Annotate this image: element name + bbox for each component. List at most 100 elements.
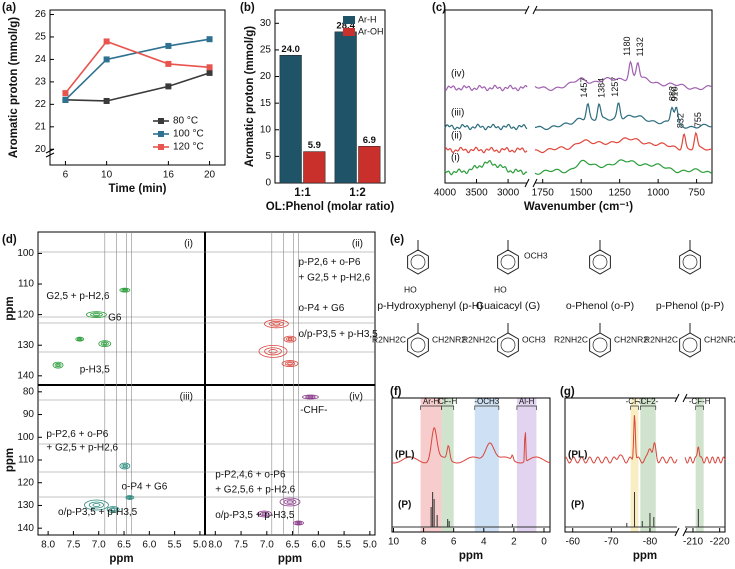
contour [268, 349, 278, 354]
x-tick-label: 4 [481, 537, 487, 548]
point [103, 38, 110, 45]
contour [307, 395, 314, 398]
annotation: p-H3,5 [80, 364, 110, 375]
y-tick-label: 23 [35, 77, 47, 88]
x-tick-label: 20 [204, 170, 216, 181]
axis-break [674, 527, 688, 537]
contour [296, 522, 301, 525]
x-tick-label: 8.0 [208, 540, 222, 551]
y-tick-label: 130 [17, 500, 34, 511]
band-label: -CF2- [638, 397, 659, 406]
structure-name: p-Hydroxyphenyl (p-H) [377, 300, 483, 312]
x-tick-label: 2 [511, 537, 517, 548]
annotation: p-P2,6 + o-P6 [299, 257, 361, 268]
bar [334, 31, 357, 184]
y-tick-label: 100 [17, 432, 34, 443]
axis-break [524, 178, 538, 188]
structure-name: p-Phenol (p-P) [656, 300, 724, 312]
aromatic-circle [410, 254, 426, 270]
legend-swatch [343, 16, 355, 24]
axis-break [524, 5, 538, 15]
band-bracket [441, 405, 455, 410]
series-label: (P) [398, 500, 411, 511]
peak-label: 1384 [596, 78, 606, 98]
benzene-ring [497, 332, 519, 358]
y-tick-label: 120 [17, 309, 34, 320]
contour [100, 341, 109, 346]
y-tick-label: 130 [17, 340, 34, 351]
x-axis-title: ppm [459, 550, 483, 562]
contour [78, 338, 82, 341]
x-tick-label: 10 [388, 537, 400, 548]
spectrum-curve [392, 492, 550, 528]
band-bracket [630, 405, 639, 410]
legend-marker [158, 118, 164, 124]
contour [56, 363, 60, 367]
legend-label: 80 °C [173, 116, 198, 127]
axis-frame [49, 9, 226, 166]
contour [125, 495, 135, 500]
y-tick-label: 100 [17, 248, 34, 259]
spectrum-curve [564, 415, 726, 464]
contour [287, 362, 293, 365]
substituent-label: R2NH2C [372, 334, 406, 344]
band [640, 398, 656, 532]
quadrant-label: (iv) [349, 392, 363, 403]
point [62, 96, 69, 103]
aromatic-circle [410, 337, 426, 353]
contour [75, 336, 85, 342]
benzene-ring [679, 332, 701, 358]
x-axis-title: ppm [278, 553, 302, 565]
contour [109, 507, 118, 512]
series-label: (P) [571, 500, 584, 511]
band [441, 398, 454, 532]
x-tick-label: 6 [451, 537, 457, 548]
point [206, 36, 213, 43]
contour [272, 322, 281, 326]
band [695, 398, 704, 532]
annotation: + G2,5 + p-H2,6 [299, 273, 371, 284]
x-axis-title: ppm [109, 553, 133, 565]
x-tick-label: 6.0 [311, 540, 325, 551]
contour [110, 508, 116, 511]
panel-label: (e) [390, 234, 404, 246]
peak-label: 882 [668, 86, 678, 101]
band-label: -CF3 [626, 397, 644, 406]
x-tick-label: 5.5 [337, 540, 351, 551]
band-label: Ar-H [423, 397, 440, 406]
x-tick-label: 1750 [532, 188, 555, 199]
y-tick-label: 80 [23, 386, 35, 397]
x-axis-title: Wavenumber (cm⁻¹) [524, 201, 633, 213]
x-tick-label: 1:1 [294, 187, 311, 199]
benzene-ring [407, 249, 429, 275]
contour [258, 344, 288, 358]
benzene-ring [497, 249, 519, 275]
point [62, 90, 69, 97]
annotation: G2,5 + p-H2,6 [46, 291, 110, 302]
peak-label: 1457 [579, 78, 589, 98]
legend-label: 100 °C [173, 129, 204, 140]
point [165, 83, 172, 90]
contour [102, 342, 107, 345]
bar [358, 146, 381, 184]
band-bracket [516, 405, 537, 410]
axis-gap [527, 180, 535, 186]
x-axis-title: Time (min) [109, 183, 167, 195]
contour [119, 462, 131, 470]
contour [261, 512, 267, 516]
panel-label: (b) [240, 2, 255, 14]
x-tick-label: 6.5 [117, 540, 131, 551]
contour [268, 320, 284, 327]
contour [279, 497, 301, 507]
contour [281, 360, 299, 367]
aromatic-circle [500, 254, 516, 270]
contour [106, 506, 120, 513]
quadrant-label: (iii) [180, 392, 193, 403]
peak-label: 832 [675, 113, 685, 128]
y-tick-label: 21 [35, 121, 47, 132]
point [165, 42, 172, 49]
contour [84, 499, 109, 511]
series-label: (PL) [568, 450, 587, 461]
substituent-label: HO [494, 284, 507, 294]
